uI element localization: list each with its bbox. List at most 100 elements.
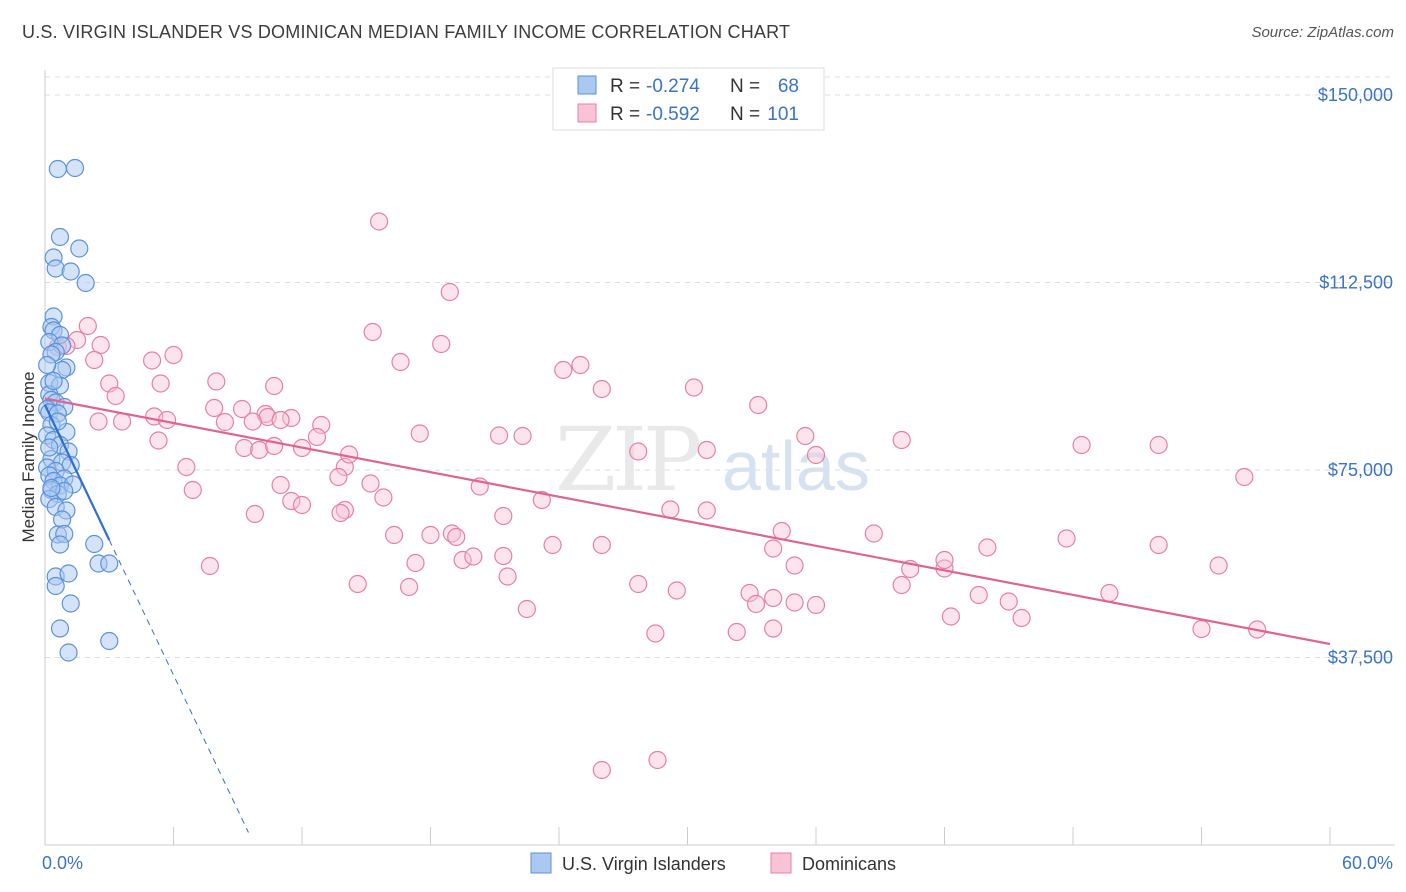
legend-box: R = -0.274 N = 68 R = -0.592 N = 101 [552, 67, 825, 131]
dominican-point [331, 503, 350, 523]
dominican-point [764, 588, 783, 608]
dominican-point [453, 550, 472, 570]
dominican-point [399, 577, 419, 597]
dominican-point [646, 624, 665, 643]
dominican-point [772, 521, 791, 541]
x-tick-label-max: 60.0% [1342, 853, 1393, 873]
dominican-point [697, 440, 716, 460]
watermark-atlas: atlas [722, 427, 870, 505]
dominican-point [629, 442, 648, 461]
legend-n-label-pink: N = [730, 104, 760, 125]
dominican-point [764, 539, 783, 558]
dominican-point [112, 412, 132, 431]
dominican-point [406, 553, 425, 573]
dominican-point [740, 583, 759, 603]
virgin-islander-point [59, 643, 78, 662]
dominican-point [329, 467, 348, 487]
dominicans-points [48, 212, 1267, 780]
virgin-islander-point [59, 564, 78, 583]
legend-frame [552, 67, 825, 131]
virgin-islander-trend-line [44, 404, 111, 541]
dominican-point [207, 372, 226, 391]
virgin-islander-point [40, 438, 59, 457]
virgin-islander-point [76, 273, 95, 293]
dominican-point [410, 424, 429, 443]
dominican-point [978, 538, 997, 557]
legend-r-value-blue: -0.274 [646, 76, 700, 97]
dominican-point [215, 412, 234, 432]
dominican-trend-line [44, 397, 1331, 646]
bottom-legend: U.S. Virgin Islanders Dominicans [530, 852, 896, 874]
dominican-point [629, 574, 648, 594]
dominican-point [307, 427, 327, 447]
dominican-point [543, 535, 562, 555]
dominican-point [361, 474, 380, 493]
y-tick-label: $75,000 [1328, 460, 1393, 480]
dominican-point [164, 345, 183, 365]
bottom-legend-label-pink: Dominicans [802, 854, 896, 874]
dominican-point [749, 395, 768, 415]
dominican-point [200, 556, 220, 576]
virgin-islander-point [44, 371, 63, 391]
virgin-islander-point [65, 158, 85, 178]
y-tick-label: $112,500 [1319, 273, 1393, 293]
dominican-point [892, 575, 911, 595]
dominican-point [592, 535, 611, 555]
chart-title: U.S. VIRGIN ISLANDER VS DOMINICAN MEDIAN… [22, 22, 791, 42]
dominican-point [935, 550, 954, 570]
dominican-point [969, 585, 988, 605]
dominican-point [440, 282, 459, 302]
dominican-point [1235, 467, 1254, 487]
y-axis-tick-labels: $37,500 $75,000 $112,500 $150,000 [1318, 85, 1393, 668]
dominican-point [1149, 535, 1168, 555]
dominican-point [292, 495, 312, 515]
y-axis-label: Median Family Income [19, 371, 38, 542]
dominican-point [149, 431, 168, 450]
dominican-point [517, 599, 536, 619]
legend-swatch-blue [577, 75, 597, 95]
dominican-point [667, 581, 686, 600]
dominican-point [1100, 583, 1119, 603]
virgin-islander-point [61, 594, 80, 613]
dominican-point [271, 410, 290, 430]
dominican-point [370, 212, 389, 231]
dominican-point [1149, 435, 1168, 455]
dominican-point [941, 607, 961, 626]
legend-r-value-pink: -0.592 [646, 104, 700, 125]
virgin-islander-point [38, 355, 57, 375]
legend-r-label-blue: R = [610, 76, 640, 97]
virgin-islanders-points [38, 158, 119, 662]
dominican-point [312, 415, 331, 435]
dominican-point [142, 351, 162, 370]
dominican-point [91, 335, 110, 355]
virgin-islander-point [85, 534, 104, 554]
dominican-point [391, 352, 410, 372]
dominican-point [764, 619, 783, 638]
dominican-point [265, 376, 284, 396]
dominican-point [494, 506, 513, 526]
legend-n-label-blue: N = [730, 76, 760, 97]
y-tick-label: $37,500 [1328, 648, 1393, 668]
dominican-point [592, 760, 611, 780]
x-tick-label-min: 0.0% [42, 853, 83, 873]
dominican-point [205, 398, 224, 418]
legend-r-label-pink: R = [610, 104, 640, 125]
virgin-islander-point [50, 227, 70, 247]
virgin-islander-point [42, 478, 61, 498]
dominican-point [78, 316, 97, 336]
dominican-point [177, 457, 196, 477]
dominican-point [235, 438, 254, 458]
virgin-islander-point [61, 262, 80, 281]
dominican-point [796, 426, 815, 446]
dominican-point [806, 445, 826, 465]
dominican-point [684, 378, 704, 397]
dominican-point [363, 322, 382, 342]
trend-lines [44, 397, 1331, 833]
dominican-point [271, 475, 290, 495]
dominican-point [592, 379, 611, 399]
dominican-point [746, 594, 766, 614]
legend-swatch-pink [577, 103, 597, 123]
virgin-islander-point [70, 239, 89, 258]
dominican-point [245, 504, 264, 524]
dominican-point [348, 574, 367, 594]
